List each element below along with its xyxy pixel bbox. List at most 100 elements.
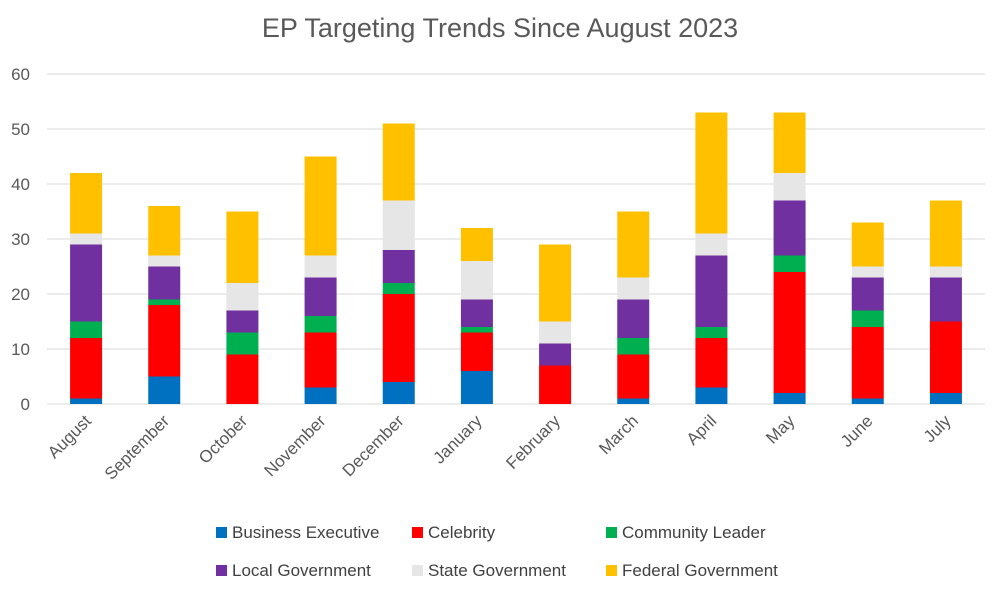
bar-segment [851,266,884,278]
bar-segment [382,250,415,283]
x-tick-label: January [430,411,487,468]
x-tick-label: September [101,411,173,483]
bar-segment [929,266,962,278]
bar-segment [851,310,884,327]
bar-segment [382,382,415,404]
y-tick-label: 60 [11,65,30,84]
bar-segment [695,112,728,234]
bar-segment [773,272,806,393]
y-tick-label: 20 [11,285,30,304]
bar-segment [539,365,572,404]
bar-segment [929,393,962,404]
bar-segment [773,393,806,404]
bar-segment [695,233,728,256]
bar-segment [773,255,806,272]
bar-segment [929,200,962,267]
legend-label: Celebrity [428,523,496,542]
bar-segment [70,233,103,245]
bar-segment [773,173,806,201]
bar-segment [226,310,259,333]
x-tick-label: April [683,411,720,448]
bar-segment [304,277,337,316]
y-tick-label: 0 [21,395,30,414]
legend-item: Community Leader [606,523,766,542]
bar-segment [929,321,962,393]
bar-segment [148,376,181,404]
x-tick-label: July [920,411,955,446]
bar-segment [460,228,493,261]
x-tick-label: June [837,411,877,451]
bar-segment [226,283,259,311]
legend-label: Federal Government [622,561,778,580]
bar-segment [695,387,728,404]
bar-segment [617,211,650,278]
bar-segment [148,255,181,267]
bar-segment [382,294,415,382]
legend-swatch [216,527,227,538]
bar-segment [148,305,181,377]
x-tick-label: March [595,411,642,458]
bar-segment [382,123,415,201]
bar-segment [460,327,493,333]
legend-swatch [412,565,423,576]
legend-swatch [606,565,617,576]
x-tick-label: August [44,411,95,462]
bar-segment [226,332,259,355]
bar-segment [617,277,650,300]
bar-segment [460,371,493,404]
bar-segment [304,316,337,333]
x-tick-label: November [261,411,330,480]
chart-title: EP Targeting Trends Since August 2023 [262,13,738,43]
legend-item: Business Executive [216,523,379,542]
legend-label: Local Government [232,561,371,580]
bar-segment [70,321,103,338]
bar-segment [226,354,259,404]
x-tick-label: May [762,411,798,447]
legend-label: State Government [428,561,566,580]
bars [70,112,962,404]
bar-segment [617,299,650,338]
bar-segment [539,343,572,366]
x-tick-label: December [339,411,408,480]
x-tick-label: February [502,411,564,473]
legend-label: Business Executive [232,523,379,542]
bar-segment [382,200,415,250]
legend-swatch [606,527,617,538]
bar-segment [304,387,337,404]
bar-segment [70,398,103,404]
bar-segment [226,211,259,283]
bar-segment [148,299,181,305]
legend-item: Local Government [216,561,371,580]
legend: Business Executive Celebrity Community Lea… [216,523,778,580]
bar-segment [695,255,728,327]
x-tick-label: October [195,411,251,467]
y-tick-label: 10 [11,340,30,359]
legend-item: State Government [412,561,566,580]
legend-label: Community Leader [622,523,766,542]
bar-segment [773,200,806,256]
bar-segment [617,338,650,355]
bar-segment [851,327,884,399]
bar-segment [304,255,337,278]
bar-segment [304,332,337,388]
bar-segment [70,173,103,234]
y-tick-label: 40 [11,175,30,194]
bar-segment [460,261,493,300]
bar-segment [70,244,103,322]
x-axis-ticks: August September October November December Ja… [44,411,955,484]
bar-segment [304,156,337,256]
bar-segment [929,277,962,322]
bar-segment [851,398,884,404]
y-tick-label: 30 [11,230,30,249]
legend-swatch [216,565,227,576]
bar-segment [617,354,650,399]
bar-segment [539,321,572,344]
bar-segment [70,338,103,399]
bar-segment [460,299,493,327]
bar-segment [148,266,181,300]
bar-segment [695,338,728,388]
bar-segment [773,112,806,173]
legend-item: Celebrity [412,523,496,542]
